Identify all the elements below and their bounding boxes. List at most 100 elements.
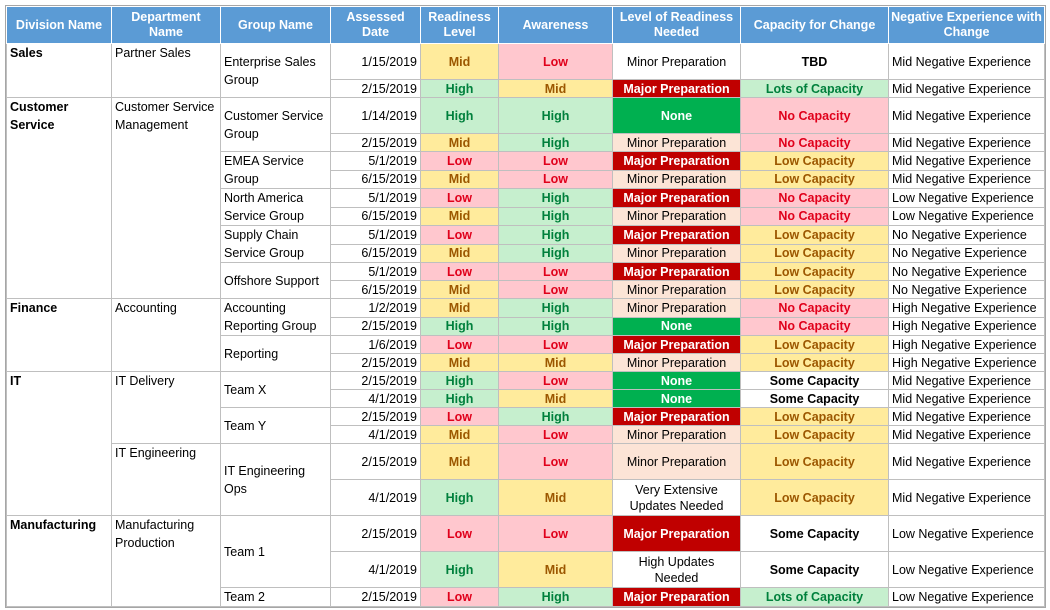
- header-cell: Capacity for Change: [740, 6, 889, 44]
- value-cell: Low: [498, 169, 613, 189]
- value-cell: Mid: [420, 353, 499, 372]
- value-cell: Some Capacity: [740, 551, 889, 588]
- value-cell: No Negative Experience: [888, 280, 1045, 299]
- value-cell: Low: [498, 335, 613, 354]
- value-cell: Major Preparation: [612, 587, 741, 607]
- value-cell: 1/2/2019: [330, 298, 421, 318]
- value-cell: Low: [498, 371, 613, 390]
- value-cell: 2/15/2019: [330, 133, 421, 152]
- value-cell: Minor Preparation: [612, 169, 741, 189]
- value-cell: Low Capacity: [740, 151, 889, 171]
- group-cell: EMEA Service Group: [220, 151, 331, 189]
- value-cell: Minor Preparation: [612, 133, 741, 152]
- value-cell: Minor Preparation: [612, 298, 741, 318]
- value-cell: Major Preparation: [612, 151, 741, 171]
- value-cell: High: [498, 188, 613, 208]
- value-cell: Some Capacity: [740, 515, 889, 552]
- value-cell: Low Capacity: [740, 443, 889, 480]
- table-row: 2/15/2019 High High None No Capacity High Neg…: [7, 316, 1045, 336]
- table-row: North America Service Group 5/1/2019 Low Hi…: [7, 188, 1045, 226]
- table-row: 4/1/2019 High Mid Very Extensive Updates Ne…: [7, 479, 1045, 516]
- value-cell: Low: [420, 225, 499, 245]
- group-cell: Reporting: [220, 335, 331, 372]
- value-cell: Minor Preparation: [612, 206, 741, 226]
- group-cell: Offshore Support: [220, 262, 331, 299]
- group-cell: Accounting Reporting Group: [220, 298, 331, 336]
- value-cell: No Negative Experience: [888, 225, 1045, 245]
- group-cell: North America Service Group: [220, 188, 331, 226]
- value-cell: High: [420, 389, 499, 408]
- readiness-table: Division Name Department Name Group Name As…: [5, 5, 1046, 608]
- table-row: Reporting 1/6/2019 Low Low Major Preparation…: [7, 335, 1045, 372]
- value-cell: Low: [420, 151, 499, 171]
- value-cell: Mid Negative Experience: [888, 371, 1045, 390]
- value-cell: 2/15/2019: [330, 353, 421, 372]
- value-cell: Mid: [498, 79, 613, 98]
- value-cell: No Capacity: [740, 298, 889, 318]
- value-cell: None: [612, 97, 741, 134]
- value-cell: Low Capacity: [740, 407, 889, 426]
- value-cell: Mid: [420, 169, 499, 189]
- table-row: 6/15/2019 Mid Low Minor Preparation Low Capa…: [7, 280, 1045, 299]
- department-cell: Customer Service Management: [111, 97, 221, 299]
- value-cell: Mid Negative Experience: [888, 97, 1045, 134]
- table-row: 6/15/2019 Mid Low Minor Preparation Low Capa…: [7, 169, 1045, 189]
- table-row: IT Engineering IT Engineering Ops 2/15/201…: [7, 443, 1045, 516]
- header-cell: Negative Experience with Change: [888, 6, 1045, 44]
- value-cell: Low Negative Experience: [888, 515, 1045, 552]
- value-cell: High: [420, 479, 499, 516]
- group-cell: Team 1: [220, 515, 331, 588]
- value-cell: High Negative Experience: [888, 316, 1045, 336]
- value-cell: Major Preparation: [612, 515, 741, 552]
- value-cell: Low: [420, 515, 499, 552]
- division-cell: Customer Service: [6, 97, 112, 299]
- value-cell: Low: [498, 151, 613, 171]
- value-cell: High: [420, 79, 499, 98]
- value-cell: High: [498, 225, 613, 245]
- table-row: Supply Chain Service Group 5/1/2019 Low Hig…: [7, 225, 1045, 263]
- value-cell: 1/6/2019: [330, 335, 421, 354]
- value-cell: No Capacity: [740, 97, 889, 134]
- value-cell: Some Capacity: [740, 389, 889, 408]
- value-cell: Mid: [420, 243, 499, 263]
- value-cell: Mid: [498, 389, 613, 408]
- header-cell: Readiness Level: [420, 6, 499, 44]
- value-cell: High: [420, 371, 499, 390]
- header-cell: Assessed Date: [330, 6, 421, 44]
- table-row: Team 2 2/15/2019 Low High Major Preparation L…: [7, 587, 1045, 607]
- value-cell: Mid: [420, 425, 499, 444]
- header-cell: Division Name: [6, 6, 112, 44]
- department-cell: Manufacturing Production: [111, 515, 221, 607]
- value-cell: 5/1/2019: [330, 188, 421, 208]
- value-cell: 6/15/2019: [330, 206, 421, 226]
- department-cell: Partner Sales: [111, 43, 221, 98]
- value-cell: Low: [420, 262, 499, 281]
- value-cell: Major Preparation: [612, 335, 741, 354]
- value-cell: Low: [498, 43, 613, 80]
- value-cell: Major Preparation: [612, 407, 741, 426]
- header-cell: Department Name: [111, 6, 221, 44]
- table-row: 4/1/2019 High Mid High Updates Needed Some C…: [7, 551, 1045, 588]
- group-cell: Team Y: [220, 407, 331, 444]
- value-cell: High: [498, 97, 613, 134]
- value-cell: 2/15/2019: [330, 443, 421, 480]
- value-cell: 2/15/2019: [330, 407, 421, 426]
- value-cell: Mid Negative Experience: [888, 169, 1045, 189]
- table-row: IT IT Delivery Team X 2/15/2019 High Low None S…: [6, 371, 1045, 516]
- value-cell: None: [612, 389, 741, 408]
- value-cell: Low Capacity: [740, 353, 889, 372]
- value-cell: Low Capacity: [740, 169, 889, 189]
- division-cell: Manufacturing: [6, 515, 112, 607]
- value-cell: Mid Negative Experience: [888, 151, 1045, 171]
- value-cell: Low Capacity: [740, 225, 889, 245]
- value-cell: 4/1/2019: [330, 551, 421, 588]
- value-cell: High Negative Experience: [888, 335, 1045, 354]
- value-cell: High Negative Experience: [888, 298, 1045, 318]
- value-cell: Low: [420, 407, 499, 426]
- value-cell: Low: [420, 188, 499, 208]
- value-cell: Mid Negative Experience: [888, 479, 1045, 516]
- value-cell: Mid Negative Experience: [888, 425, 1045, 444]
- value-cell: High: [420, 97, 499, 134]
- value-cell: No Capacity: [740, 133, 889, 152]
- value-cell: Low Negative Experience: [888, 587, 1045, 607]
